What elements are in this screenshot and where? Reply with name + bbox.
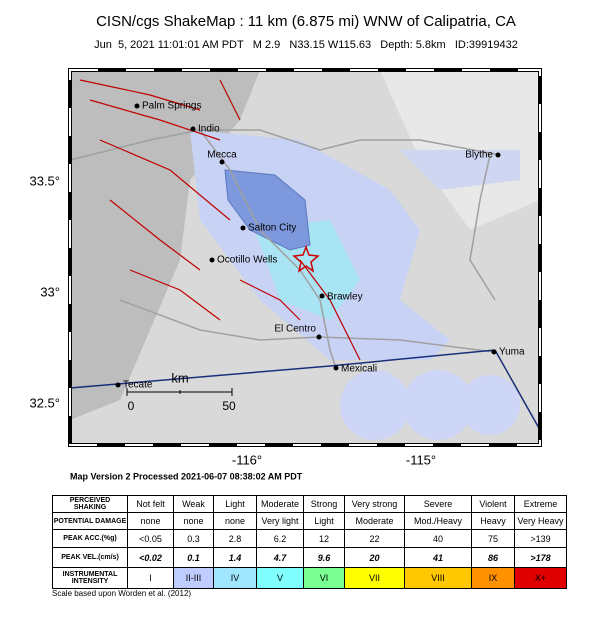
legend-row: PEAK VEL.(cm/s) <0.02 0.1 1.4 4.7 9.6 20 41 86 >1… [52,547,567,568]
legend-cell: IV [213,567,257,589]
legend-cell: 4.7 [256,547,304,568]
legend-cell: Moderate [256,495,304,513]
city-dot [209,257,215,263]
lon-label: -115° [406,452,436,467]
legend-cell: 41 [404,547,472,568]
lon-label: -116° [232,452,262,467]
legend-cell: >139 [514,529,567,548]
legend-cell: <0.05 [127,529,174,548]
legend-cell: VI [303,567,345,589]
city-dot [491,349,497,355]
legend-row: INSTRUMENTAL INTENSITY I II-III IV V VI VII VII… [52,567,567,589]
legend-cell: VIII [404,567,472,589]
legend-cell: 2.8 [213,529,257,548]
legend-cell: 0.3 [173,529,214,548]
map-area [68,68,542,447]
city-dot [134,103,140,109]
scale-tick: 50 [222,399,236,413]
legend-row: POTENTIAL DAMAGE none none none Very light Li… [52,512,567,530]
legend-row: PEAK ACC.(%g) <0.05 0.3 2.8 6.2 12 22 40 75 >139 [52,529,567,548]
city-label: Mecca [207,150,237,161]
map-version: Map Version 2 Processed 2021-06-07 08:38… [70,471,303,481]
city-dot [240,225,246,231]
city-label: Indio [198,124,220,135]
legend-cell: Severe [404,495,472,513]
city-dot [219,159,225,165]
legend-cell: none [127,512,174,530]
legend-cell: Extreme [514,495,567,513]
legend-cell: Very light [256,512,304,530]
legend-cell: 1.4 [213,547,257,568]
legend-row-header: PEAK ACC.(%g) [52,529,128,548]
footnote: Scale based upon Worden et al. (2012) [52,589,192,598]
city-dot [115,382,121,388]
lat-label: 33.5° [29,173,60,188]
legend-cell: 6.2 [256,529,304,548]
city-label: Brawley [327,292,363,303]
legend-row-header: PEAK VEL.(cm/s) [52,547,128,568]
legend-cell: 75 [471,529,515,548]
legend-cell: Violent [471,495,515,513]
legend-cell: Heavy [471,512,515,530]
city-label: El Centro [274,324,316,335]
city-label: Palm Springs [142,101,201,112]
legend-cell: none [173,512,214,530]
legend-cell: 40 [404,529,472,548]
lat-label: 32.5° [29,395,60,410]
subtitle: Jun 5, 2021 11:01:01 AM PDT M 2.9 N33.15… [94,39,518,51]
legend-cell: X+ [514,567,567,589]
legend-cell: 0.1 [173,547,214,568]
legend-cell: Strong [303,495,345,513]
legend-cell: 12 [303,529,345,548]
legend-cell: Weak [173,495,214,513]
legend-cell: 22 [344,529,405,548]
legend-cell: IX [471,567,515,589]
legend-cell: Light [213,495,257,513]
city-dot [190,126,196,132]
legend-cell: V [256,567,304,589]
city-label: Mexicali [341,364,377,375]
legend-cell: VII [344,567,405,589]
legend-row-header: PERCEIVED SHAKING [52,495,128,513]
legend-cell: 20 [344,547,405,568]
city-label: Yuma [499,347,525,358]
legend-row-header: POTENTIAL DAMAGE [52,512,128,530]
legend-cell: Not felt [127,495,174,513]
legend-cell: Very strong [344,495,405,513]
city-dot [495,152,501,158]
legend-cell: Very Heavy [514,512,567,530]
legend-row: PERCEIVED SHAKING Not felt Weak Light Modera… [52,495,567,513]
legend-row-header: INSTRUMENTAL INTENSITY [52,567,128,589]
legend-cell: Moderate [344,512,405,530]
scale-unit: km [171,370,188,385]
legend-cell: 9.6 [303,547,345,568]
legend-cell: Light [303,512,345,530]
legend-cell: I [127,567,174,589]
scale-tick: 0 [128,399,135,413]
city-dot [333,365,339,371]
legend-cell: <0.02 [127,547,174,568]
legend-cell: >178 [514,547,567,568]
intensity-legend: PERCEIVED SHAKING Not felt Weak Light Modera… [52,495,567,589]
city-dot [316,334,322,340]
city-label: Salton City [248,223,296,234]
city-dot [319,293,325,299]
lat-label: 33° [40,284,60,299]
legend-cell: Mod./Heavy [404,512,472,530]
legend-cell: none [213,512,257,530]
title: CISN/cgs ShakeMap : 11 km (6.875 mi) WNW… [96,13,516,30]
city-label: Tecate [123,380,153,391]
city-label: Ocotillo Wells [217,255,277,266]
legend-cell: II-III [173,567,214,589]
city-label: Blythe [465,150,493,161]
legend-cell: 86 [471,547,515,568]
